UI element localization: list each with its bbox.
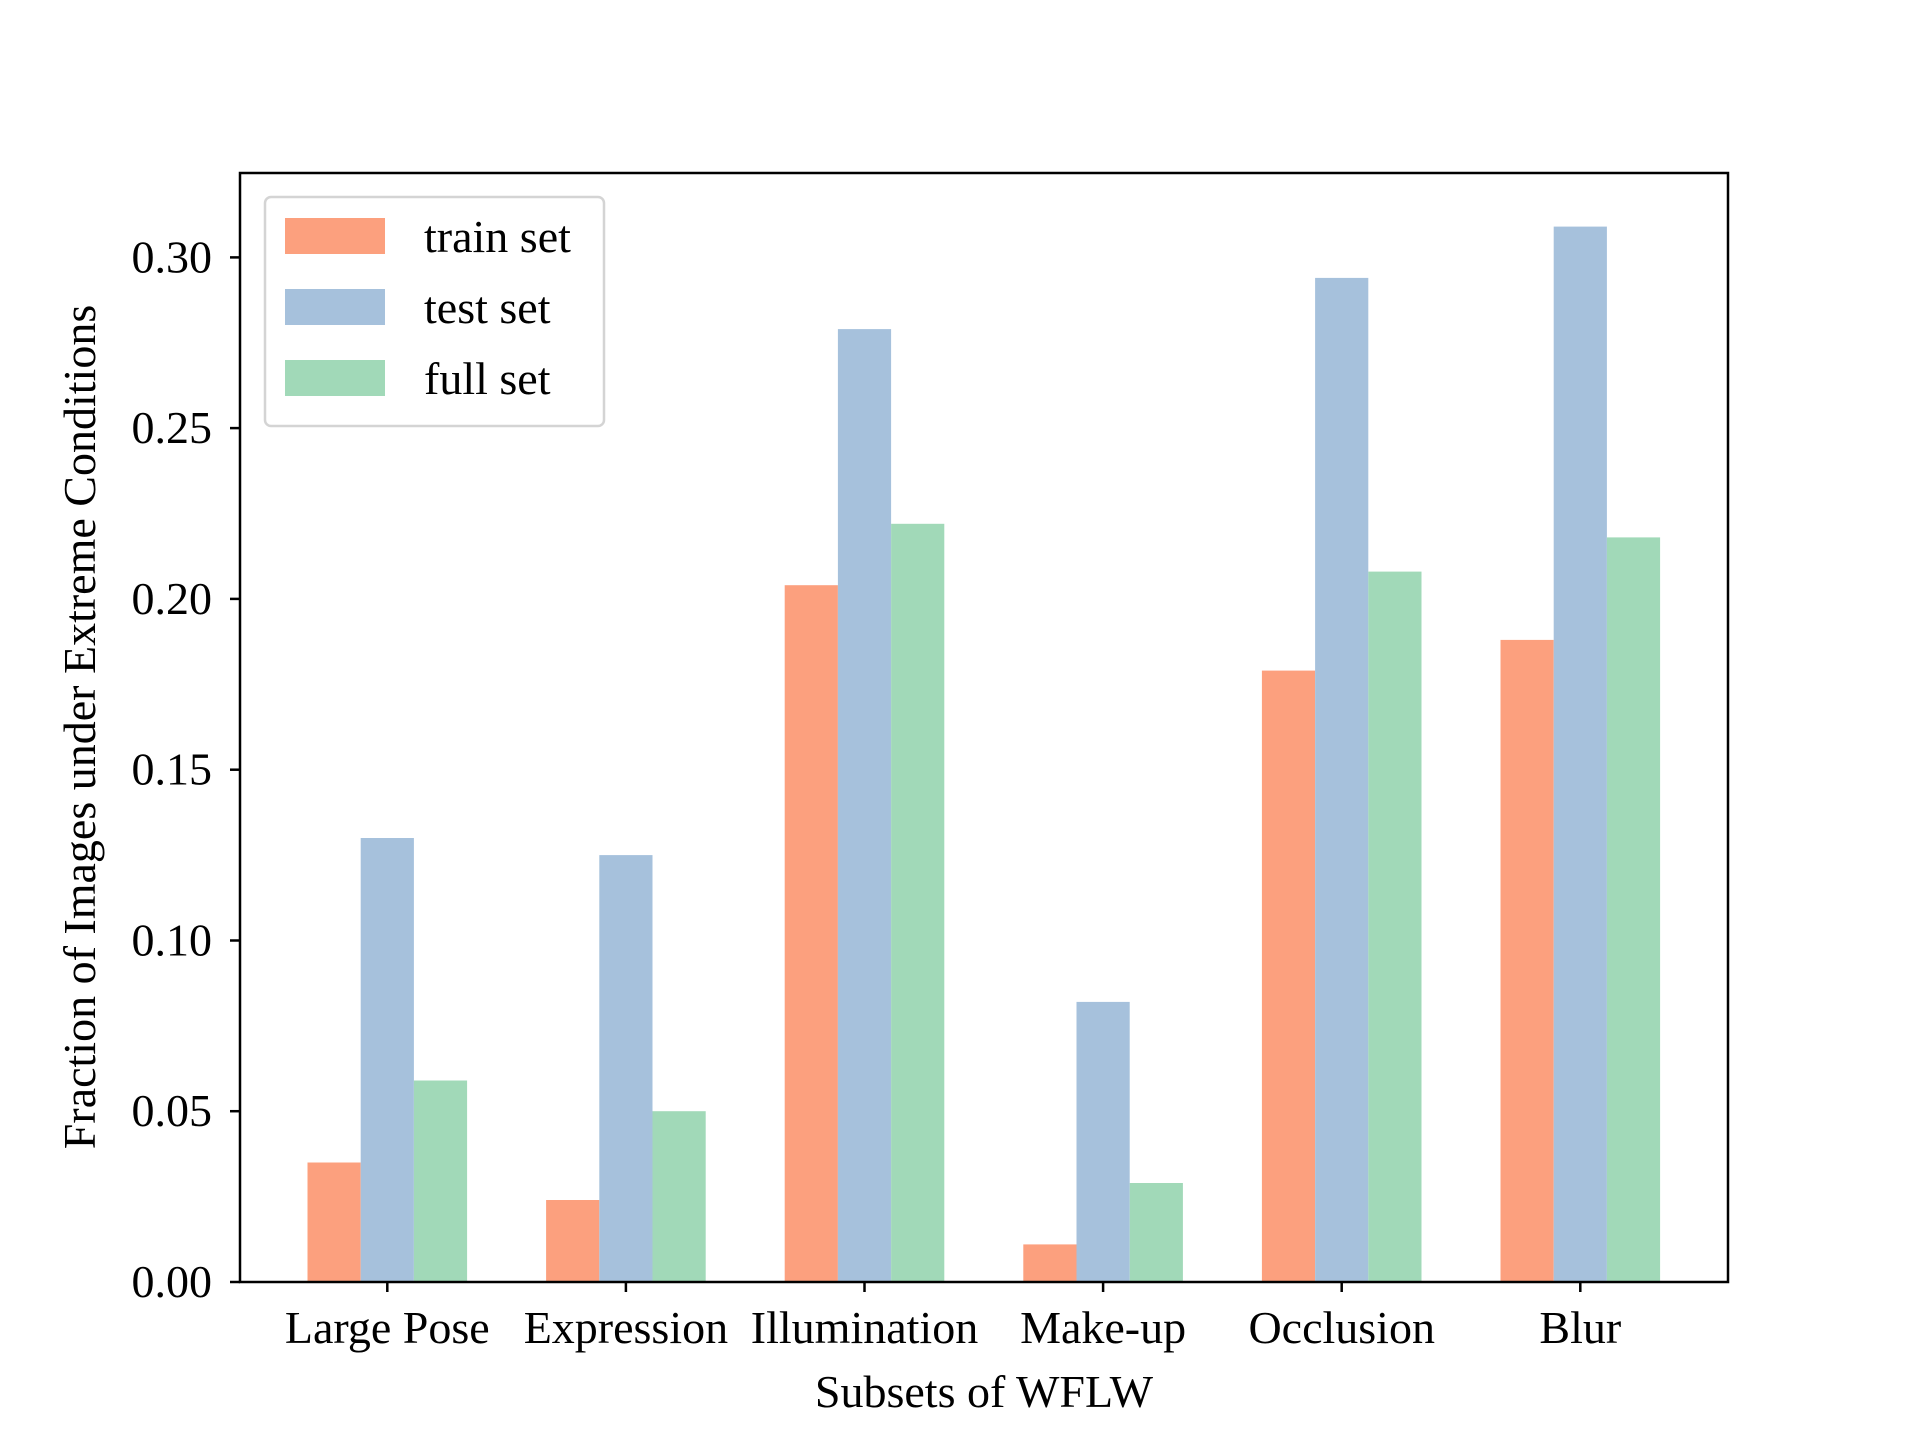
y-tick-label: 0.30: [132, 231, 213, 282]
bar-expression-test-set: [599, 855, 653, 1282]
x-tick-label-large-pose: Large Pose: [285, 1302, 490, 1353]
bar-illumination-full-set: [891, 523, 945, 1282]
legend-label-test-set: test set: [424, 282, 551, 333]
y-tick-label: 0.25: [132, 402, 213, 453]
x-axis-title: Subsets of WFLW: [815, 1366, 1154, 1417]
legend-label-train-set: train set: [424, 211, 571, 262]
bars-layer: [307, 226, 1661, 1283]
bar-large-pose-test-set: [360, 838, 414, 1282]
y-axis: 0.00 0.05 0.10 0.15 0.20 0.25 0.30: [132, 231, 240, 1307]
x-tick-label-occlusion: Occlusion: [1248, 1302, 1435, 1353]
y-tick-label: 0.15: [132, 744, 213, 795]
legend-swatch-test-set: [285, 289, 385, 325]
x-axis: Large Pose Expression Illumination Make-up O…: [285, 1282, 1621, 1353]
plot-frame: [238, 171, 1730, 1284]
bar-expression-full-set: [652, 1111, 706, 1282]
bar-expression-train-set: [546, 1200, 600, 1282]
bar-occlusion-train-set: [1261, 670, 1316, 1282]
y-axis-title: Fraction of Images under Extreme Conditi…: [54, 305, 105, 1149]
legend-label-full-set: full set: [424, 353, 551, 404]
x-tick-label-make-up: Make-up: [1020, 1302, 1186, 1353]
y-tick-label: 0.00: [132, 1256, 213, 1307]
x-tick-label-blur: Blur: [1539, 1302, 1621, 1353]
legend: train set test set full set: [263, 195, 606, 428]
y-tick-label: 0.20: [132, 573, 213, 624]
bar-make-up-full-set: [1129, 1183, 1183, 1282]
bar-blur-train-set: [1500, 639, 1554, 1282]
bar-large-pose-train-set: [307, 1162, 361, 1282]
bar-illumination-train-set: [784, 585, 838, 1282]
bar-make-up-train-set: [1023, 1244, 1077, 1282]
y-tick-label: 0.10: [132, 915, 213, 966]
bar-large-pose-full-set: [413, 1080, 468, 1282]
legend-swatch-train-set: [285, 218, 385, 254]
y-tick-label: 0.05: [132, 1085, 213, 1136]
bar-illumination-test-set: [837, 329, 892, 1283]
legend-swatch-full-set: [285, 360, 385, 396]
x-tick-label-expression: Expression: [524, 1302, 728, 1353]
bar-occlusion-full-set: [1368, 571, 1422, 1282]
bar-make-up-test-set: [1076, 1001, 1130, 1282]
bar-occlusion-test-set: [1315, 277, 1369, 1282]
bar-blur-test-set: [1553, 226, 1607, 1283]
x-tick-label-illumination: Illumination: [751, 1302, 978, 1353]
bar-blur-full-set: [1606, 537, 1661, 1282]
